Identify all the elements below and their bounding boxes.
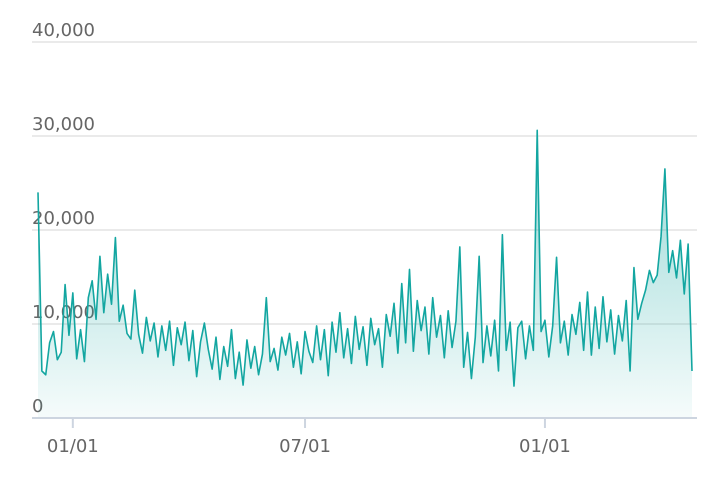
x-tick-label: 07/01 [279,436,331,457]
y-tick-label: 0 [32,396,43,417]
x-tick-label: 01/01 [47,436,99,457]
area-fill [38,130,692,419]
x-tick-label: 01/01 [519,436,571,457]
y-tick-label: 30,000 [32,114,95,135]
y-tick-label: 40,000 [32,20,95,41]
line [37,129,693,387]
y-tick-label: 20,000 [32,208,95,229]
